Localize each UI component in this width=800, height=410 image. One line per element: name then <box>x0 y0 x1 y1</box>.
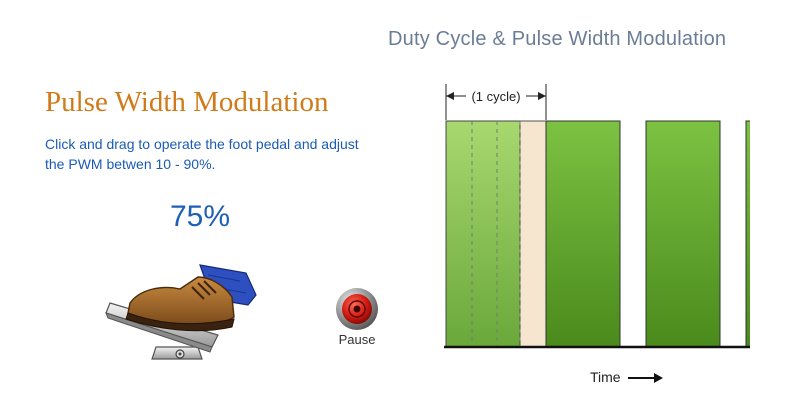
time-axis-label: Time <box>590 369 621 385</box>
pulse-3 <box>645 120 721 348</box>
heading: Pulse Width Modulation <box>45 86 329 118</box>
cycle-label: (1 cycle) <box>471 89 520 104</box>
pause-button[interactable]: Pause <box>330 286 384 348</box>
pulse-4 <box>745 120 750 348</box>
foot-pedal[interactable] <box>100 255 280 373</box>
off-time-highlight <box>519 120 547 348</box>
right-arrow-icon <box>628 373 663 383</box>
pulse-2 <box>545 120 621 348</box>
foot-pedal-icon <box>105 264 257 360</box>
pwm-waveform-chart: (1 cycle) <box>444 84 750 349</box>
red-record-button-icon <box>336 288 378 330</box>
pause-label: Pause <box>338 332 376 347</box>
pulse-1 <box>445 120 521 348</box>
instructions: Click and drag to operate the foot pedal… <box>45 136 359 172</box>
page-title: Duty Cycle & Pulse Width Modulation <box>388 28 727 50</box>
duty-cycle-readout: 75% <box>169 200 231 233</box>
